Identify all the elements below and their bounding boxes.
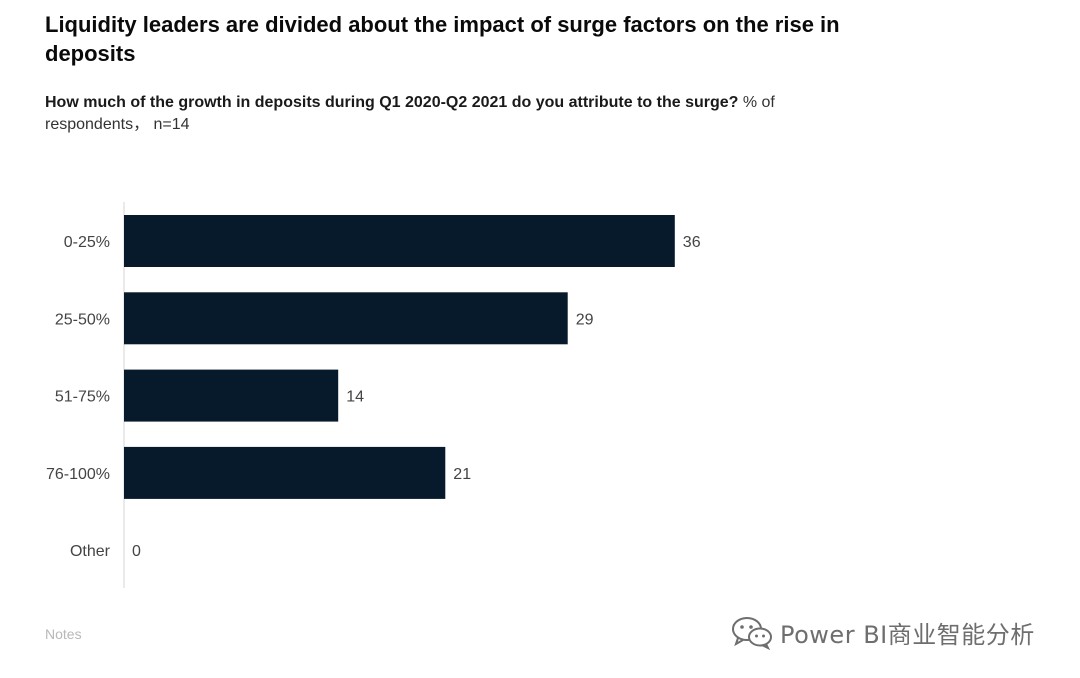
watermark: Power BI商业智能分析 <box>730 614 1035 650</box>
bar-chart: 0-25% 36 25-50% 29 51-75% 14 76-100% 21 Other 0 <box>46 202 701 588</box>
wechat-icon <box>732 617 772 650</box>
value-label: 29 <box>576 311 594 328</box>
subtitle-unit: % of respondents， n=14 <box>45 94 775 133</box>
value-label: 21 <box>453 466 471 483</box>
bar <box>124 292 568 345</box>
bar <box>124 215 675 267</box>
bar <box>124 446 446 499</box>
chart-title: Liquidity leaders are divided about the … <box>45 12 840 66</box>
category-label: 25-50% <box>55 311 110 328</box>
category-label: 0-25% <box>64 234 110 251</box>
value-label: 36 <box>683 234 701 251</box>
category-label: 76-100% <box>46 466 110 483</box>
category-label: Other <box>70 543 111 560</box>
value-label: 0 <box>132 543 141 560</box>
chart-subtitle: How much of the growth in deposits durin… <box>45 92 865 136</box>
category-label: 51-75% <box>55 389 110 406</box>
bar <box>124 369 339 422</box>
notes-label: Notes <box>45 626 82 642</box>
value-label: 14 <box>346 389 364 406</box>
watermark-text: Power BI商业智能分析 <box>780 620 1035 649</box>
subtitle-question: How much of the growth in deposits durin… <box>45 94 739 111</box>
